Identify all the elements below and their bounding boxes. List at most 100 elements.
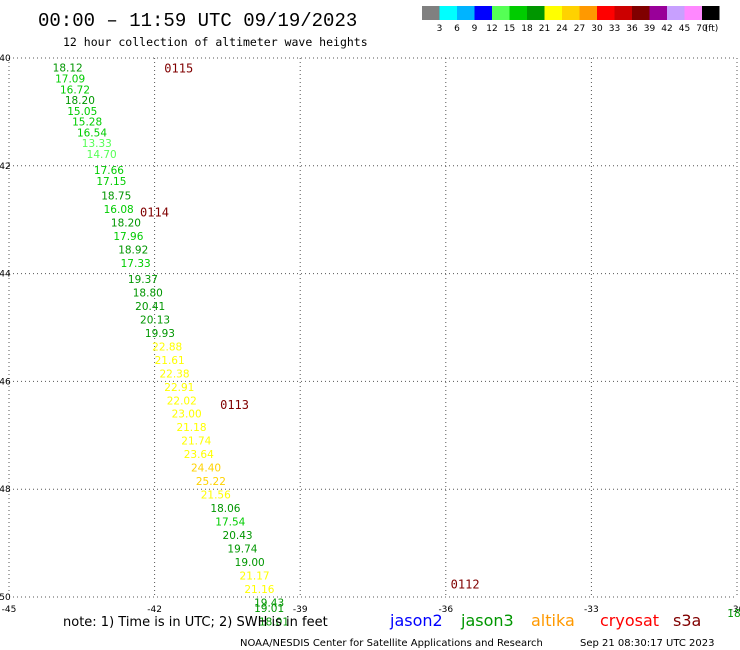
- legend-label: 15: [504, 24, 515, 34]
- wave-height-value: 18.20: [65, 95, 95, 107]
- legend-label: 33: [609, 24, 620, 34]
- legend-swatch: [702, 6, 720, 20]
- color-legend: 3 6 9 12 15 18 21 24 27 30 33 36 39 42 45 70(ft): [422, 6, 720, 34]
- legend-swatch: [527, 6, 545, 20]
- x-tick-label: -33: [584, 605, 599, 615]
- legend-swatch: [562, 6, 580, 20]
- y-tick-label: -46: [0, 377, 11, 387]
- legend-swatch: [474, 6, 492, 20]
- wave-height-value: 18.20: [111, 217, 141, 229]
- wave-height-value: 18.12: [53, 63, 83, 75]
- legend-swatch: [667, 6, 685, 20]
- axis-tick-labels: -45 -42 -39 -36 -33 -30 -40 -42 -44 -46 -48 -50: [0, 54, 740, 615]
- wave-height-value: 22.02: [167, 395, 197, 407]
- legend-swatch: [614, 6, 632, 20]
- legend-label: 30: [591, 24, 603, 34]
- legend-swatch: [509, 6, 527, 20]
- wave-height-value: 20.41: [135, 301, 165, 313]
- wave-height-value: 22.91: [164, 382, 194, 394]
- x-tick-label: -36: [438, 605, 453, 615]
- wave-height-value: 18.01: [259, 616, 289, 628]
- legend-swatch: [457, 6, 475, 20]
- legend-label: (ft): [705, 24, 719, 34]
- legend-label: 39: [644, 24, 656, 34]
- time-label: 0115: [164, 62, 193, 76]
- wave-height-value: 17.33: [121, 258, 151, 270]
- wave-height-value: 17.54: [215, 517, 245, 529]
- legend-swatch: [492, 6, 510, 20]
- wave-height-value: 18.06: [210, 503, 240, 515]
- wave-height-value: 23.00: [172, 409, 202, 421]
- wave-height-value: 17.15: [96, 176, 126, 188]
- legend-swatch: [632, 6, 650, 20]
- wave-height-value: 22.38: [159, 368, 189, 380]
- legend-label: 36: [626, 24, 638, 34]
- wave-height-value: 15.28: [72, 117, 102, 129]
- wave-height-value: 19.74: [227, 543, 257, 555]
- wave-height-value: 17.96: [113, 231, 143, 243]
- wave-height-value: 15.05: [67, 106, 97, 118]
- legend-label: 24: [556, 24, 568, 34]
- chart-subtitle: 12 hour collection of altimeter wave hei…: [63, 35, 368, 49]
- y-tick-label: -48: [0, 485, 11, 495]
- wave-height-value: 14.70: [87, 149, 117, 161]
- wave-height-value: 20.13: [140, 314, 170, 326]
- y-tick-label: -42: [0, 162, 11, 172]
- satellite-name-jason3: jason3: [460, 611, 514, 630]
- wave-height-value: 21.17: [240, 570, 270, 582]
- wave-height-value: 23.64: [184, 449, 214, 461]
- wave-height-value: 21.56: [201, 490, 231, 502]
- wave-height-value: 17.66: [94, 165, 124, 177]
- wave-height-value: 16.08: [104, 204, 134, 216]
- chart-title: 00:00 – 11:59 UTC 09/19/2023: [38, 10, 357, 32]
- legend-swatch: [579, 6, 597, 20]
- x-tick-label: -42: [147, 605, 162, 615]
- wave-height-value: 17.09: [55, 73, 85, 85]
- wave-height-value: 19.00: [235, 557, 265, 569]
- grid-lines: [8, 57, 738, 598]
- wave-height-value: 13.33: [82, 138, 112, 150]
- wave-height-value: 19.93: [145, 328, 175, 340]
- footer-credit: NOAA/NESDIS Center for Satellite Applica…: [240, 638, 543, 649]
- wave-height-value: 16.54: [77, 127, 107, 139]
- legend-swatch: [597, 6, 615, 20]
- legend-swatch: [649, 6, 667, 20]
- footer-timestamp: Sep 21 08:30:17 UTC 2023: [580, 638, 714, 649]
- legend-swatch: [544, 6, 562, 20]
- legend-label: 9: [472, 24, 478, 34]
- legend-label: 70: [696, 24, 708, 34]
- wave-height-value: 19.43: [254, 597, 284, 609]
- legend-label: 45: [679, 24, 690, 34]
- satellite-name-jason2: jason2: [389, 611, 443, 630]
- legend-label: 18: [521, 24, 533, 34]
- wave-height-value: 22.88: [152, 341, 182, 353]
- data-points: 18.1217.0916.7218.2015.0515.2816.5413.33…: [53, 63, 740, 629]
- wave-height-value: 18.92: [118, 244, 148, 256]
- time-label: 0113: [220, 398, 249, 412]
- wave-height-value: 16.72: [60, 84, 90, 96]
- satellite-name-cryosat: cryosat: [600, 611, 659, 630]
- wave-height-value: 21.74: [181, 436, 211, 448]
- wave-height-value: 19.01: [254, 603, 284, 615]
- time-labels: 01150114011301120: [140, 62, 480, 592]
- wave-height-value: 21.18: [176, 422, 206, 434]
- footer-note: note: 1) Time is in UTC; 2) SWH is in fe…: [63, 615, 328, 630]
- wave-height-value: 21.61: [155, 355, 185, 367]
- legend-label: 42: [661, 24, 672, 34]
- x-tick-label: -30: [730, 605, 740, 615]
- satellite-name-s3a: s3a: [673, 611, 701, 630]
- wave-height-value: 24.40: [191, 463, 221, 475]
- y-tick-label: -44: [0, 270, 11, 280]
- y-tick-label: -50: [0, 593, 11, 603]
- legend-label: 6: [454, 24, 460, 34]
- y-tick-label: -40: [0, 54, 11, 64]
- wave-height-value: 19.37: [128, 274, 158, 286]
- wave-height-value: 18.80: [133, 287, 163, 299]
- wave-height-value: 20.43: [223, 530, 253, 542]
- legend-swatch: [422, 6, 440, 20]
- legend-label: 27: [574, 24, 585, 34]
- legend-label: 21: [539, 24, 550, 34]
- wave-height-value: 21.16: [244, 584, 274, 596]
- time-label: 0114: [140, 206, 169, 220]
